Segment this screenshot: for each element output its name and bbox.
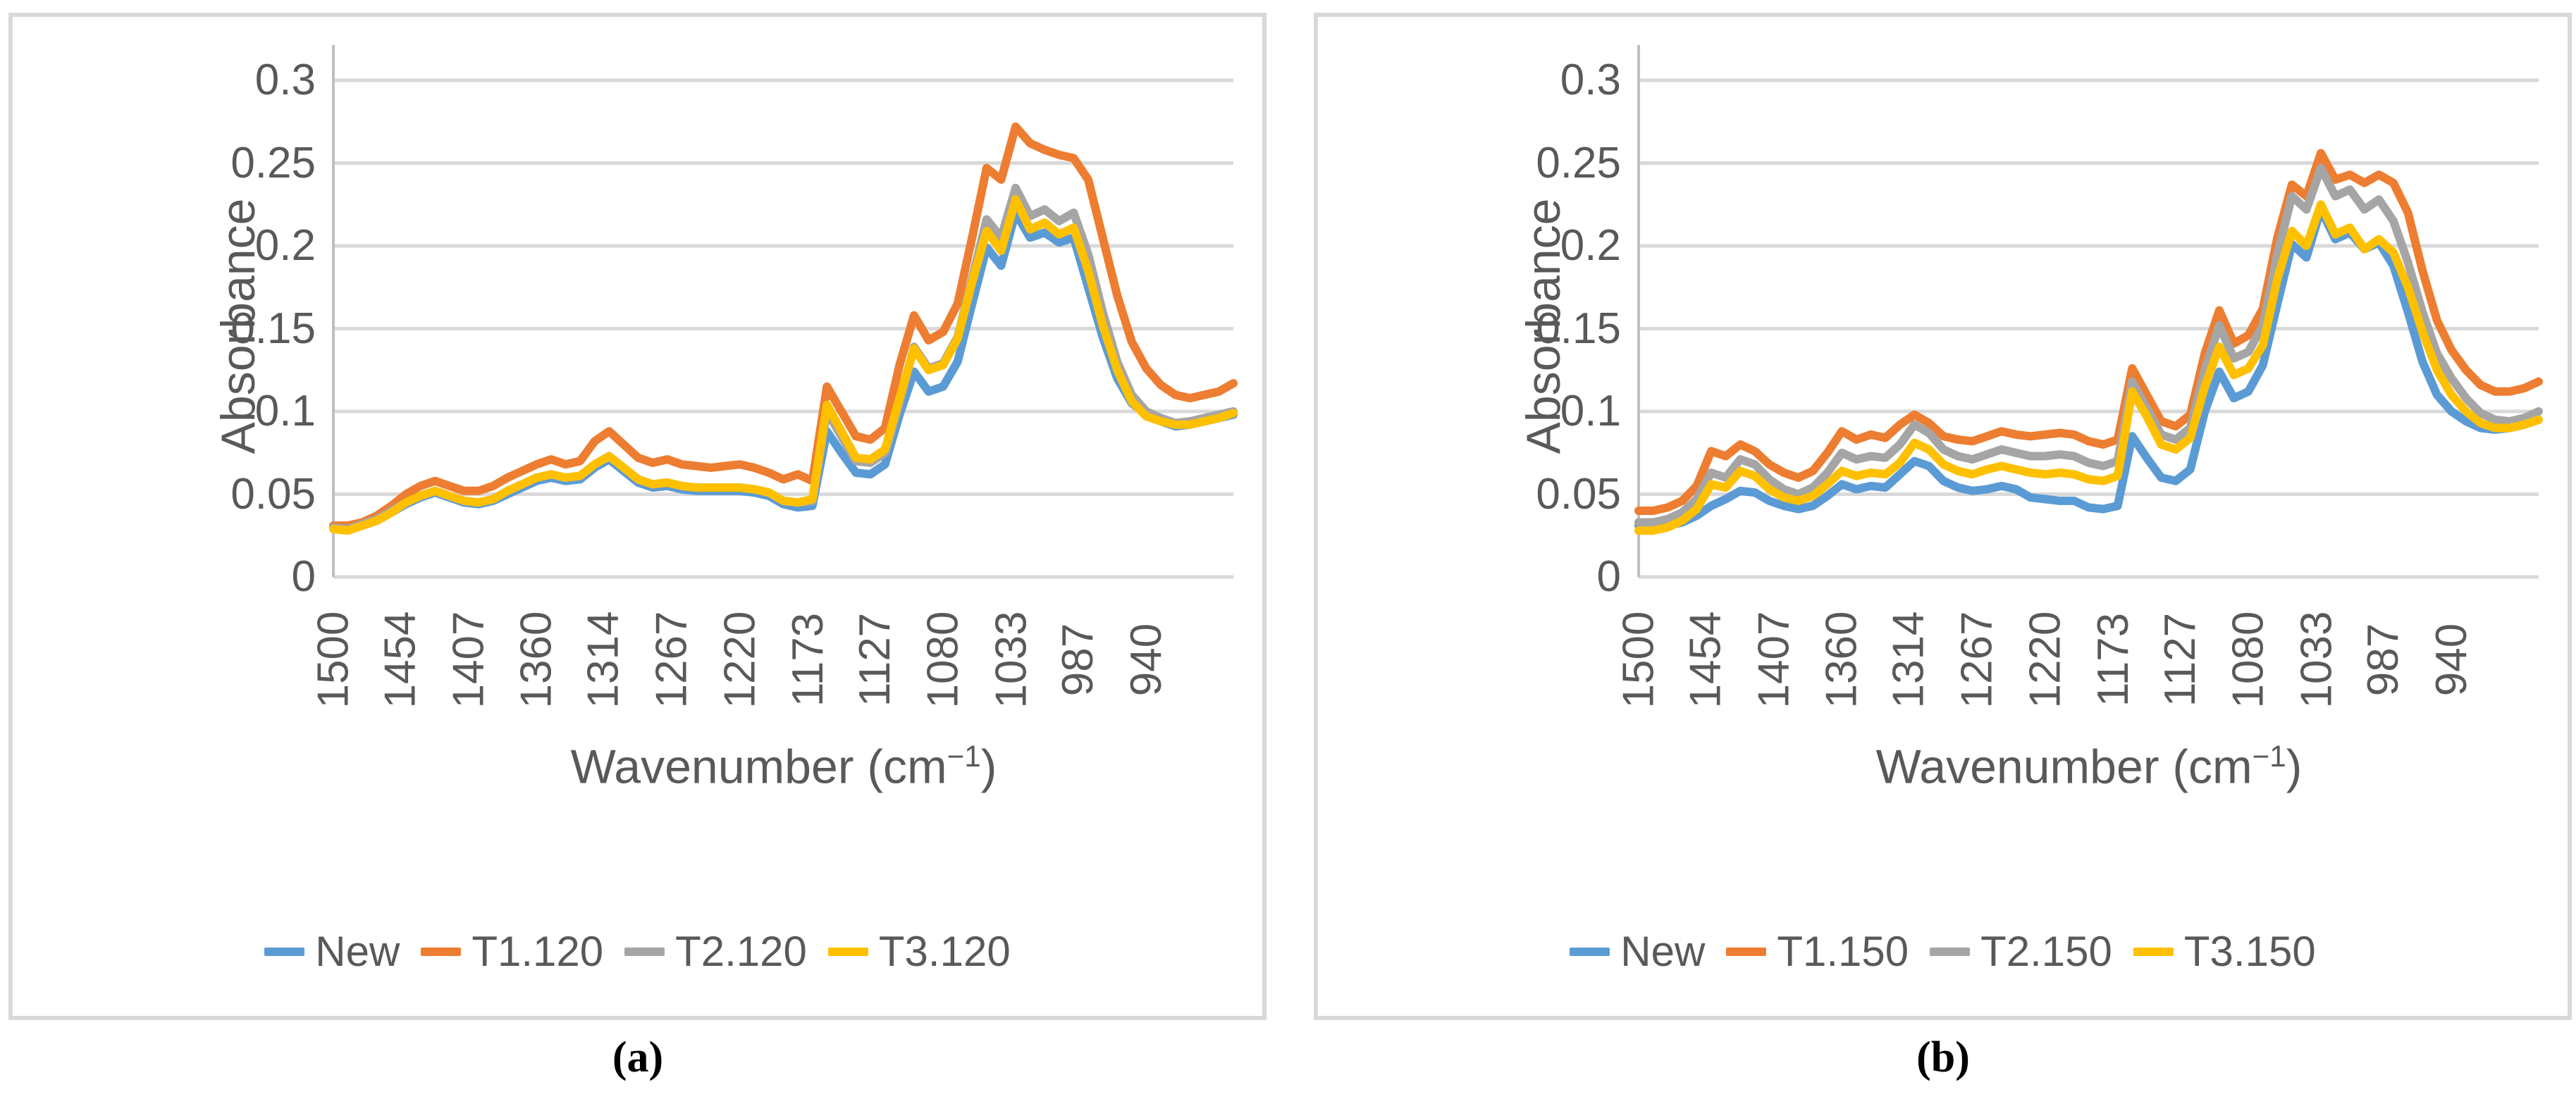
legend-b: New T1.150 T2.150 T3.150 <box>1318 927 2568 976</box>
x-axis-title: Wavenumber (cm−1) <box>333 730 1234 794</box>
legend-item-T1.150: T1.150 <box>1726 927 1909 976</box>
x-axis-title-superscript: −1 <box>947 740 981 773</box>
y-tick-label-0.2: 0.2 <box>1560 221 1621 270</box>
legend-label: T2.150 <box>1980 928 2112 975</box>
x-tick-label-text: 940 <box>1121 623 1171 696</box>
legend-line-swatch <box>1570 948 1610 956</box>
legend-item-T3.120: T3.120 <box>827 927 1011 976</box>
chart-panel-b: Absorbance 0 0.05 0.1 0.15 0.2 0.25 0.3 1500 14… <box>1314 13 2572 1020</box>
series-line-T2.150 <box>1634 163 2543 527</box>
x-tick-label-940: 940 <box>2398 603 2504 716</box>
legend-line-swatch <box>1930 948 1971 956</box>
legend-line-swatch <box>1726 948 1767 956</box>
legend-item-New: New <box>264 927 400 976</box>
y-tick-label-0.05: 0.05 <box>230 469 316 519</box>
legend-line-swatch <box>264 948 305 956</box>
y-tick-label-0.2: 0.2 <box>254 221 316 270</box>
legend-label: New <box>1620 928 1706 975</box>
legend-item-New: New <box>1570 927 1705 976</box>
y-tick-label-0.15: 0.15 <box>230 304 316 353</box>
legend-label: New <box>315 928 400 975</box>
x-axis-title-text: Wavenumber (cm <box>570 740 947 794</box>
x-axis-title-text: Wavenumber (cm <box>1875 740 2253 794</box>
legend-line-swatch <box>624 948 665 956</box>
y-tick-label-0.3: 0.3 <box>254 56 316 104</box>
line-plot-b <box>1634 45 2543 579</box>
y-tick-label-0.15: 0.15 <box>1536 304 1621 353</box>
series-line-T1.150 <box>1634 149 2543 515</box>
legend-item-T3.150: T3.150 <box>2133 927 2316 976</box>
y-tick-label-0.3: 0.3 <box>1560 56 1621 104</box>
legend-label: T2.120 <box>675 928 807 975</box>
series-line-T1.120 <box>329 122 1238 530</box>
legend-label: T3.120 <box>878 928 1011 975</box>
x-axis-title-superscript: −1 <box>2252 740 2286 773</box>
chart-panel-a: Absorbance 0 0.05 0.1 0.15 0.2 0.25 0.3 1500 14… <box>8 13 1267 1020</box>
line-plot-a <box>329 45 1238 579</box>
y-tick-label-0.05: 0.05 <box>1536 469 1621 519</box>
series-line-T3.120 <box>329 195 1238 535</box>
legend-line-swatch <box>827 948 868 956</box>
legend-label: T1.150 <box>1777 928 1909 975</box>
legend-line-swatch <box>421 948 462 956</box>
y-tick-label-0.25: 0.25 <box>1536 138 1621 187</box>
legend-item-T2.120: T2.120 <box>624 927 807 976</box>
y-tick-label-0.1: 0.1 <box>1560 387 1621 435</box>
legend-line-swatch <box>2133 948 2174 956</box>
series-line-New <box>1634 205 2543 532</box>
y-tick-label-0.25: 0.25 <box>230 138 316 187</box>
legend-item-T2.150: T2.150 <box>1930 927 2112 976</box>
legend-a: New T1.120 T2.120 T3.120 <box>13 927 1262 976</box>
x-tick-label-940: 940 <box>1093 603 1199 716</box>
y-tick-label-0: 0 <box>1596 552 1621 601</box>
x-axis-title: Wavenumber (cm−1) <box>1639 730 2539 794</box>
x-axis-title-close: ) <box>2286 740 2303 794</box>
series-line-T3.150 <box>1634 200 2543 535</box>
y-tick-label-0.1: 0.1 <box>254 387 316 435</box>
x-axis-title-close: ) <box>980 740 997 794</box>
panel-label-b: (b) <box>1916 1033 1970 1081</box>
legend-label: T1.120 <box>472 928 604 975</box>
panel-label-a: (a) <box>612 1033 664 1081</box>
y-tick-label-0: 0 <box>291 552 316 601</box>
x-tick-label-text: 940 <box>2427 623 2476 696</box>
legend-item-T1.120: T1.120 <box>421 927 603 976</box>
legend-label: T3.150 <box>2183 928 2316 975</box>
